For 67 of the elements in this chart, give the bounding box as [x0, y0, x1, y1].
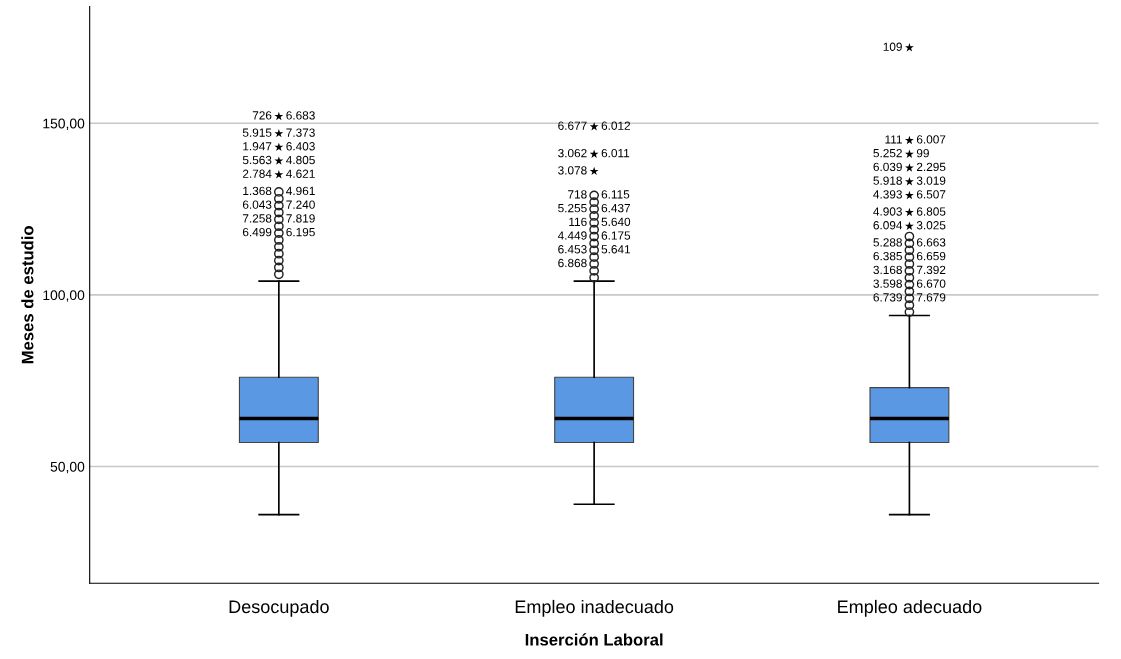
annotation: 6.385 [873, 251, 902, 261]
annotation: 5.915 [242, 128, 272, 137]
annotation: 3.598 [873, 279, 902, 288]
annotation: 6.677 [558, 121, 587, 130]
y-tick-label: 50,00 [50, 461, 85, 474]
annotation: 5.288 [873, 238, 902, 247]
annotation: 6.011 [601, 148, 630, 158]
annotation: 4.393 [873, 190, 902, 199]
annotation: 6.507 [916, 190, 946, 199]
annotation: 7.819 [286, 214, 315, 223]
annotation: 7.240 [286, 200, 315, 209]
annotation: 6.043 [242, 200, 272, 209]
annotation: 3.062 [558, 148, 587, 158]
y-axis-title: Meses de estudio [21, 226, 34, 364]
annotation: 5.640 [601, 217, 631, 226]
annotation: 3.168 [873, 265, 902, 275]
annotation: 3.078 [558, 166, 587, 175]
annotation: 6.805 [916, 207, 946, 216]
annotation: 2.784 [242, 169, 272, 178]
annotation: 1.368 [243, 186, 272, 196]
annotation: 4.903 [873, 207, 902, 216]
annotation: 6.739 [873, 293, 902, 302]
annotation: 4.961 [286, 186, 315, 196]
x-tick-label: Empleo inadecuado [515, 599, 674, 617]
annotation: 6.039 [873, 162, 902, 172]
annotation: 109 [883, 42, 902, 51]
annotation: 6.670 [916, 279, 946, 288]
annotation: 7.679 [916, 293, 946, 302]
annotation: 1.947 [243, 142, 272, 151]
annotation: 6.175 [601, 231, 631, 240]
annotation: 2.295 [916, 162, 946, 172]
annotation: 3.025 [916, 221, 946, 230]
annotation: 6.453 [558, 245, 587, 254]
annotation: 6.499 [242, 227, 272, 237]
annotation: 6.437 [601, 203, 631, 213]
annotation: 6.659 [916, 251, 946, 261]
annotation: 6.663 [916, 238, 946, 247]
annotation: 5.641 [601, 245, 631, 254]
annotation: 5.252 [873, 148, 902, 158]
annotation: 5.563 [242, 155, 272, 165]
annotation: 4.449 [557, 231, 587, 240]
annotation: 6.007 [916, 135, 946, 144]
annotation: 116 [569, 217, 587, 226]
annotation: 726 [252, 111, 272, 120]
annotation: 4.621 [286, 169, 315, 178]
annotation: 6.403 [286, 142, 315, 151]
annotation: 6.115 [601, 190, 630, 199]
annotation: 6.195 [286, 227, 315, 237]
x-axis-title: Inserción Laboral [525, 633, 663, 646]
annotation: 5.255 [558, 203, 587, 213]
y-tick-label: 100,00 [43, 290, 85, 302]
annotation: 718 [568, 190, 587, 199]
annotation: 5.918 [873, 176, 902, 185]
y-tick-label: 150,00 [43, 118, 85, 131]
annotation: 6.683 [286, 111, 315, 120]
annotation: 111 [885, 135, 902, 144]
annotation: 6.868 [558, 258, 587, 268]
annotation: 7.258 [242, 214, 272, 223]
annotation: 7.392 [916, 265, 946, 275]
x-tick-label: Desocupado [229, 599, 329, 617]
annotation: 6.094 [873, 221, 903, 230]
x-tick-label: Empleo adecuado [838, 599, 982, 617]
annotation: 7.373 [286, 128, 315, 137]
annotation: 6.012 [601, 121, 631, 130]
annotation: 3.019 [916, 176, 946, 185]
annotation: 4.805 [286, 155, 315, 165]
annotation: 99 [916, 148, 929, 158]
